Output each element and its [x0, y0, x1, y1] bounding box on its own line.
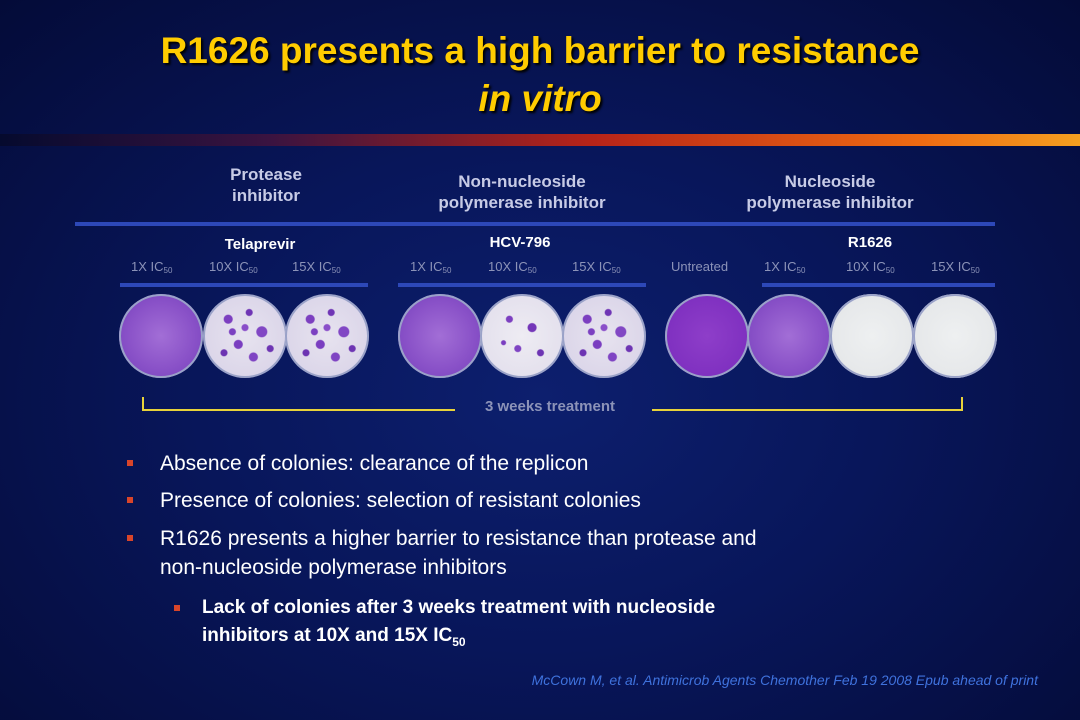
sub-bullet-text: Lack of colonies after 3 weeks treatment… — [202, 597, 716, 618]
dose-label: 1X IC50 — [131, 259, 172, 275]
bracket-right-tick — [961, 397, 963, 411]
sub-bullet-text-line2: inhibitors at 10X and 15X IC50 — [202, 622, 715, 656]
dose-label-text: 10X IC — [209, 259, 249, 274]
petri-dish-r1626-10x — [830, 294, 914, 378]
dose-label: 15X IC50 — [572, 259, 621, 275]
dose-label: 10X IC50 — [846, 259, 895, 275]
petri-dish-telaprevir-15x — [285, 294, 369, 378]
group-header-nucleoside: Nucleoside polymerase inhibitor — [700, 171, 960, 213]
bracket-right-line — [652, 409, 963, 411]
dose-label-subscript: 50 — [796, 266, 806, 275]
bullet-marker — [174, 605, 180, 611]
group-header-line: inhibitor — [232, 186, 300, 205]
bullet-text: Presence of colonies: selection of resis… — [160, 489, 641, 512]
dose-label: 15X IC50 — [292, 259, 341, 275]
dose-label-text: 15X IC — [292, 259, 332, 274]
dose-label: 1X IC50 — [410, 259, 451, 275]
dose-label-text: 10X IC — [488, 259, 528, 274]
untreated-label: Untreated — [671, 259, 729, 274]
dose-label-subscript: 50 — [248, 266, 258, 275]
dose-label: 10X IC50 — [488, 259, 537, 275]
bullet-text: R1626 presents a higher barrier to resis… — [160, 527, 757, 550]
dose-label-subscript: 50 — [527, 266, 537, 275]
dose-label-text: 1X IC — [131, 259, 164, 274]
dose-label-subscript: 50 — [970, 266, 980, 275]
petri-dish-hcv796-1x — [398, 294, 482, 378]
bullet-marker — [127, 460, 133, 466]
dose-label-subscript: 50 — [331, 266, 341, 275]
hcv796-bar — [398, 283, 646, 287]
group-header-line: Non-nucleoside — [458, 172, 586, 191]
petri-dish-untreated — [665, 294, 749, 378]
drug-label-telaprevir: Telaprevir — [224, 236, 296, 253]
dose-label: 15X IC50 — [931, 259, 980, 275]
sub-bullet-item: Lack of colonies after 3 weeks treatment… — [174, 594, 716, 656]
drug-label-r1626: R1626 — [847, 234, 893, 251]
petri-dish-hcv796-10x — [480, 294, 564, 378]
sub-bullet-subscript: 50 — [452, 634, 466, 649]
dose-label-text: 1X IC — [410, 259, 443, 274]
dose-label-text: 15X IC — [572, 259, 612, 274]
dose-label-subscript: 50 — [442, 266, 452, 275]
dose-label-subscript: 50 — [611, 266, 621, 275]
group-header-line: polymerase inhibitor — [746, 193, 914, 212]
group-header-line: polymerase inhibitor — [438, 193, 606, 212]
dose-label-text: 1X IC — [764, 259, 797, 274]
bullet-marker — [127, 497, 133, 503]
group-header-line: Nucleoside — [784, 172, 876, 191]
dose-label-subscript: 50 — [163, 266, 173, 275]
dose-label-text: 15X IC — [931, 259, 971, 274]
bracket-left-tick — [142, 397, 144, 411]
bullet-item: Absence of colonies: clearance of the re… — [127, 449, 589, 478]
group-header-non-nucleoside: Non-nucleoside polymerase inhibitor — [392, 171, 652, 213]
petri-dish-hcv796-15x — [562, 294, 646, 378]
group-header-protease: Protease inhibitor — [186, 164, 346, 206]
dose-label-subscript: 50 — [885, 266, 895, 275]
dose-label: 10X IC50 — [209, 259, 258, 275]
bracket-left-line — [142, 409, 455, 411]
citation: McCown M, et al. Antimicrob Agents Chemo… — [531, 672, 1038, 688]
petri-dish-r1626-15x — [913, 294, 997, 378]
drug-label-hcv796: HCV-796 — [489, 234, 551, 251]
petri-dish-r1626-1x — [747, 294, 831, 378]
treatment-duration-label: 3 weeks treatment — [484, 398, 616, 415]
slide-title-italic: in vitro — [478, 78, 602, 119]
group-header-line: Protease — [230, 165, 302, 184]
title-gradient-bar — [0, 134, 1080, 146]
bullet-text: Absence of colonies: clearance of the re… — [160, 452, 589, 475]
bullet-item: Presence of colonies: selection of resis… — [127, 486, 641, 515]
dose-label: 1X IC50 — [764, 259, 805, 275]
slide-title: R1626 presents a high barrier to resista… — [160, 30, 920, 71]
group-divider-bar — [75, 222, 995, 226]
bullet-item: R1626 presents a higher barrier to resis… — [127, 524, 757, 582]
bullet-marker — [127, 535, 133, 541]
petri-dish-telaprevir-1x — [119, 294, 203, 378]
sub-bullet-text: inhibitors at 10X and 15X IC — [202, 625, 453, 646]
r1626-bar — [762, 283, 995, 287]
petri-dish-telaprevir-10x — [203, 294, 287, 378]
dose-label-text: 10X IC — [846, 259, 886, 274]
telaprevir-bar — [120, 283, 368, 287]
bullet-text: non-nucleoside polymerase inhibitors — [160, 556, 507, 579]
